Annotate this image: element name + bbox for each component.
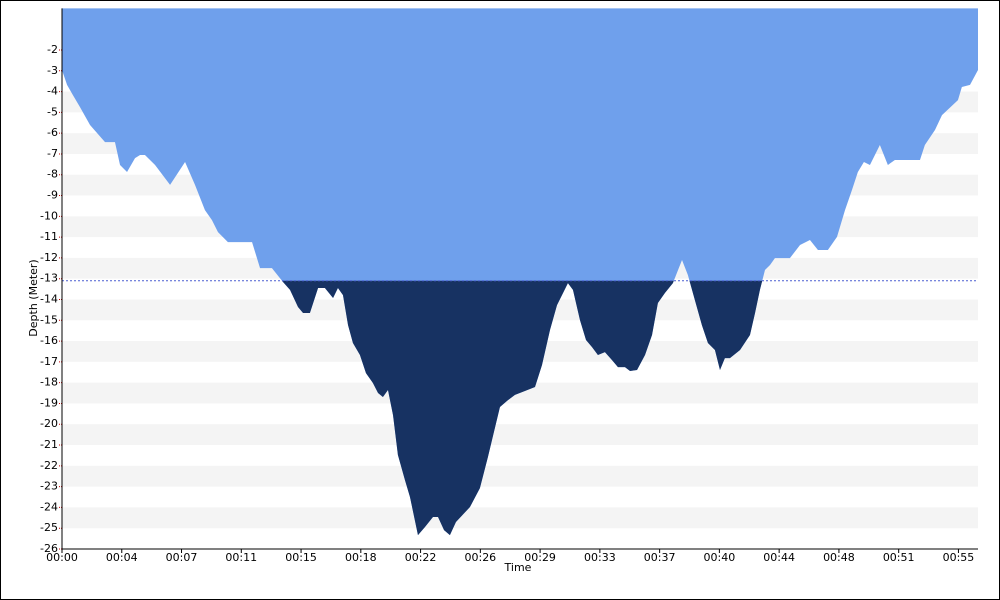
y-tick-label: -26 [40,542,58,555]
y-tick-label: -12 [40,251,58,264]
y-tick-label: -14 [40,292,58,305]
grid-band [62,507,978,529]
x-tick-label: 00:33 [584,551,616,564]
x-tick-label: 00:55 [943,551,975,564]
x-tick-label: 00:51 [883,551,915,564]
x-tick-label: 00:18 [345,551,377,564]
y-tick-label: -18 [40,376,58,389]
x-tick-label: 00:11 [225,551,257,564]
y-tick-label: -16 [40,334,58,347]
x-tick-label: 00:29 [524,551,556,564]
grid-band [62,424,978,446]
x-tick-label: 00:40 [704,551,736,564]
depth-area-below-threshold [282,280,763,536]
y-tick-label: -6 [47,126,58,139]
grid-band [62,382,978,404]
x-axis-label: Time [504,561,532,574]
y-tick-label: -15 [40,313,58,326]
x-tick-label: 00:22 [405,551,437,564]
y-tick-label: -13 [40,272,58,285]
depth-area [62,8,978,536]
y-tick-label: -9 [47,189,58,202]
x-tick-label: 00:15 [285,551,317,564]
y-tick-label: -23 [40,480,58,493]
x-tick-label: 00:48 [823,551,855,564]
y-axis-label: Depth (Meter) [27,259,40,336]
y-tick-label: -4 [47,85,58,98]
y-tick-label: -22 [40,459,58,472]
x-tick-label: 00:07 [166,551,198,564]
x-tick-label: 00:04 [106,551,138,564]
x-tick-label: 00:37 [644,551,676,564]
y-tick-label: -5 [47,105,58,118]
x-tick-label: 00:44 [763,551,795,564]
y-tick-label: -24 [40,500,58,513]
y-tick-label: -20 [40,417,58,430]
y-tick-label: -21 [40,438,58,451]
y-tick-label: -10 [40,209,58,222]
y-tick-label: -3 [47,64,58,77]
y-tick-label: -7 [47,147,58,160]
y-tick-label: -11 [40,230,58,243]
x-tick-label: 00:00 [46,551,78,564]
grid-band [62,465,978,487]
y-tick-label: -19 [40,396,58,409]
y-tick-label: -25 [40,521,58,534]
y-tick-label: -17 [40,355,58,368]
y-tick-label: -8 [47,168,58,181]
x-tick-label: 00:26 [464,551,496,564]
y-tick-label: -2 [47,43,58,56]
